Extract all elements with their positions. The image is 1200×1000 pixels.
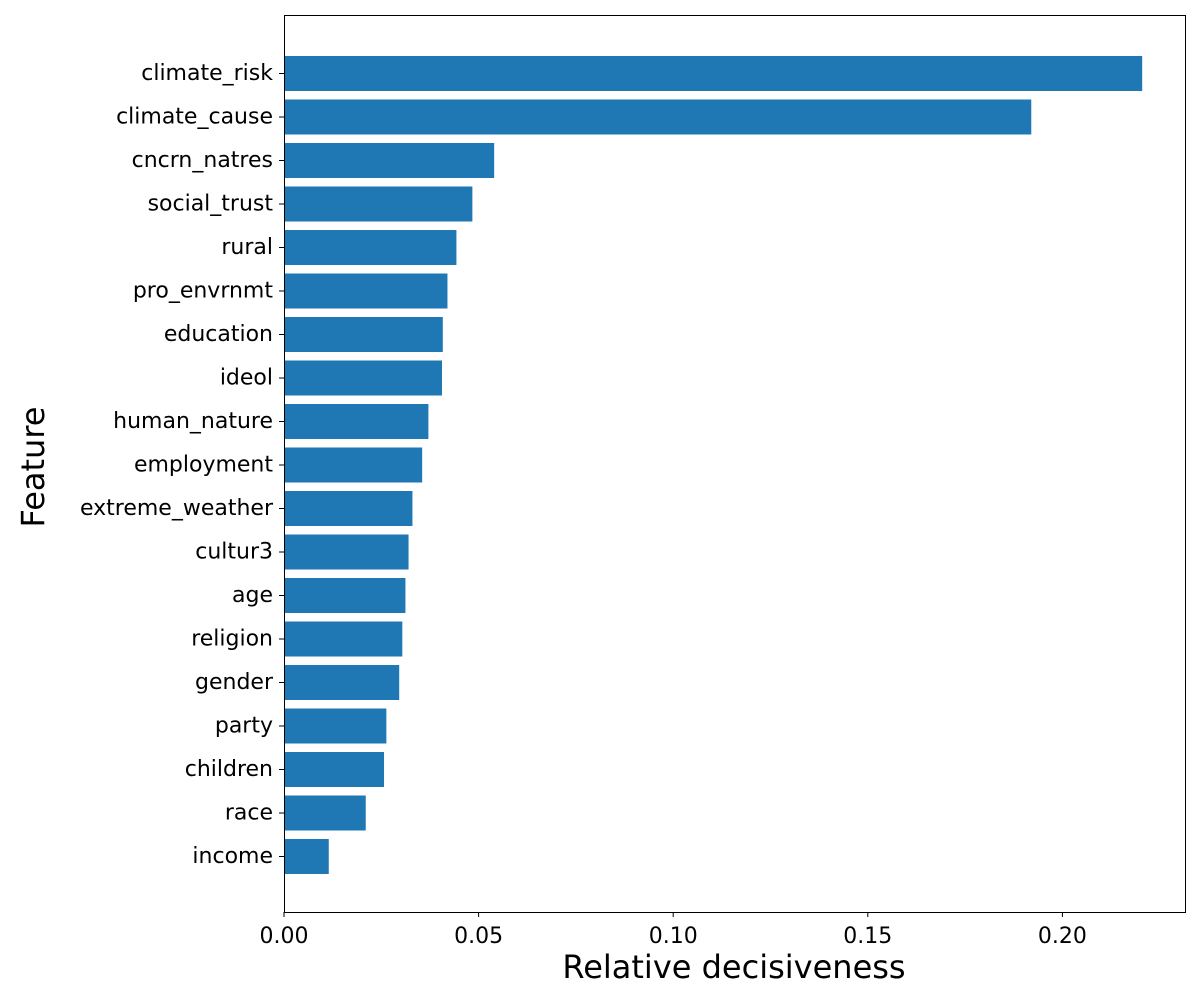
y-tick-label: cncrn_natres xyxy=(132,148,273,173)
y-tick-label: social_trust xyxy=(148,192,274,217)
bar-employment xyxy=(284,447,423,483)
y-tick-label: employment xyxy=(134,453,273,478)
y-tick-label: children xyxy=(185,757,273,782)
bar-ideol xyxy=(284,360,443,396)
y-tick-label: climate_risk xyxy=(141,61,273,86)
x-tick-label: 0.20 xyxy=(1038,924,1087,949)
y-tick-label: pro_envrnmt xyxy=(133,279,274,304)
bar-children xyxy=(284,752,385,787)
plot-frame xyxy=(284,15,1186,913)
y-tick-label: race xyxy=(225,801,273,826)
bar-human-nature xyxy=(284,404,429,439)
x-tick-label: 0.00 xyxy=(260,924,309,949)
bar-gender xyxy=(284,665,400,700)
bar-race xyxy=(284,795,366,831)
y-tick-label: party xyxy=(215,714,273,739)
x-tick-label: 0.15 xyxy=(843,924,892,949)
bar-education xyxy=(284,317,443,352)
bar-climate-risk xyxy=(284,56,1143,91)
y-axis-title: Feature xyxy=(14,407,52,528)
y-tick-labels: climate_risk climate_cause cncrn_natressoc… xyxy=(80,61,284,869)
bar-party xyxy=(284,708,387,744)
y-tick-label: religion xyxy=(191,627,273,652)
y-tick-label: education xyxy=(164,322,273,347)
bar-cultur3 xyxy=(284,534,409,570)
y-tick-label: gender xyxy=(195,670,274,695)
y-tick-label: age xyxy=(232,583,273,608)
y-tick-label: climate_cause xyxy=(116,105,273,130)
bar-income xyxy=(284,839,329,874)
y-tick-label: rural xyxy=(221,235,273,260)
x-axis-title: Relative decisiveness xyxy=(562,948,905,986)
y-tick-label: extreme_weather xyxy=(80,496,274,521)
bar-religion xyxy=(284,621,403,657)
y-tick-label: human_nature xyxy=(113,409,273,434)
x-ticks: 0.00 0.05 0.10 0.15 0.20 xyxy=(260,912,1087,949)
bar-social-trust xyxy=(284,186,473,222)
bar-extreme-weather xyxy=(284,491,413,526)
bars-group xyxy=(284,56,1143,874)
bar-rural xyxy=(284,230,457,265)
y-tick-label: cultur3 xyxy=(195,540,273,565)
bar-climate-cause xyxy=(284,99,1032,135)
bar-pro-envrnmt xyxy=(284,273,448,309)
bar-age xyxy=(284,578,406,613)
x-tick-label: 0.05 xyxy=(454,924,503,949)
y-tick-label: income xyxy=(192,844,273,869)
bar-cncrn-natres xyxy=(284,143,495,178)
x-tick-label: 0.10 xyxy=(649,924,698,949)
y-tick-label: ideol xyxy=(220,366,273,391)
